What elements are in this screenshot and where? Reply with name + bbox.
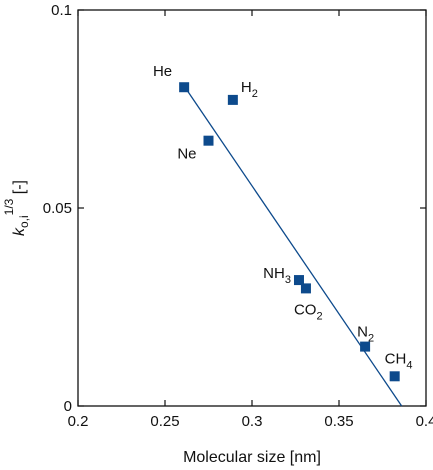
y-axis-label-subscript: o,i (17, 215, 31, 228)
data-point-label-main: Ne (177, 146, 196, 163)
data-point-label-main: N (357, 324, 368, 341)
data-point-label-main: He (153, 63, 172, 80)
data-point-label-main: CO (294, 301, 317, 318)
y-tick-label: 0 (64, 398, 72, 415)
trend-line (183, 85, 403, 407)
axis-ticks (77, 9, 427, 407)
y-axis-label-symbol: k (11, 227, 28, 236)
x-tick-labels: 0.2 0.25 0.3 0.35 0.4 (68, 413, 433, 430)
x-tick-label: 0.4 (416, 413, 433, 430)
y-axis-label-unit: [-] (11, 180, 28, 199)
data-point-label-main: CH (385, 350, 407, 367)
y-axis-label: ko,i1/3 [-] (2, 180, 31, 236)
x-tick-label: 0.2 (68, 413, 89, 430)
data-point-label-main: H (241, 79, 252, 96)
data-point-label-subscript: 3 (285, 274, 291, 286)
x-axis-label: Molecular size [nm] (183, 449, 321, 466)
y-tick-label: 0.05 (43, 200, 72, 217)
data-markers (179, 82, 400, 382)
data-point-marker (360, 341, 371, 352)
y-axis-label-superscript: 1/3 (2, 198, 16, 215)
data-point-marker (293, 275, 304, 286)
data-point-label: He (153, 63, 172, 80)
y-tick-label: 0.1 (51, 2, 72, 19)
x-tick-label: 0.25 (150, 413, 179, 430)
data-point-marker (227, 94, 238, 105)
data-point-label: Ne (177, 146, 196, 163)
data-point-label: H2 (241, 79, 258, 100)
data-point-marker (203, 135, 214, 146)
data-point-label: CO2 (294, 301, 323, 322)
data-point-marker (300, 283, 311, 294)
data-point-label-subscript: 2 (316, 310, 322, 322)
x-tick-label: 0.3 (242, 413, 263, 430)
data-point-label-subscript: 2 (368, 333, 374, 345)
data-point-marker (389, 371, 400, 382)
y-tick-labels: 0 0.05 0.1 (43, 2, 72, 415)
data-point-marker (179, 82, 190, 93)
data-point-label: CH4 (385, 350, 413, 371)
data-point-label: N2 (357, 324, 374, 345)
plot-frame (77, 9, 427, 407)
data-point-label-subscript: 4 (406, 359, 412, 371)
data-point-label-subscript: 2 (252, 88, 258, 100)
x-tick-label: 0.35 (324, 413, 353, 430)
data-point-label: NH3 (263, 265, 291, 286)
data-point-label-main: NH (263, 265, 285, 282)
